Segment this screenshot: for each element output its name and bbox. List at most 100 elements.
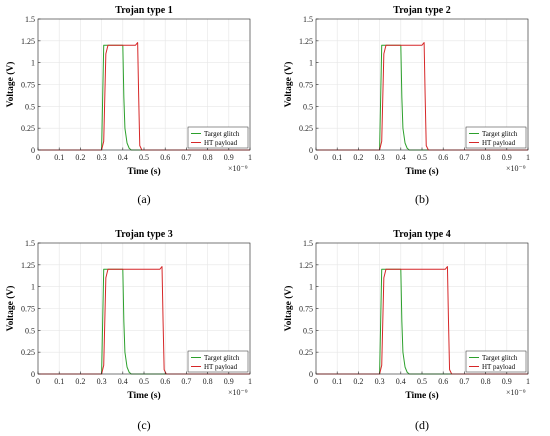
x-tick-label: 0.6 [438, 153, 448, 162]
panel-caption: (d) [415, 418, 429, 432]
y-tick-label: 1 [309, 59, 313, 68]
y-tick-label: 1 [31, 59, 35, 68]
legend-entry: Target glitch [482, 130, 518, 138]
x-tick-label: 0.2 [75, 377, 85, 386]
legend-entry: Target glitch [204, 354, 240, 362]
x-tick-label: 1 [526, 153, 530, 162]
x-tick-label: 0.6 [438, 377, 448, 386]
x-tick-label: 0.7 [181, 377, 191, 386]
x-tick-label: 0.4 [396, 153, 406, 162]
x-tick-label: 0.6 [160, 153, 170, 162]
y-axis-label: Voltage (V) [5, 62, 16, 108]
x-axis-label: Time (s) [127, 390, 160, 401]
series-line-ht-payload [38, 266, 250, 375]
x-tick-label: 0.1 [54, 153, 64, 162]
x-tick-label: 0.8 [481, 377, 491, 386]
x-tick-label: 0.4 [118, 377, 128, 386]
x-tick-label: 0.9 [502, 153, 512, 162]
x-tick-label: 0.6 [160, 377, 170, 386]
x-tick-label: 0.1 [332, 153, 342, 162]
y-tick-label: 1.25 [21, 37, 35, 46]
x-tick-label: 0.3 [97, 153, 107, 162]
x-tick-label: 0.9 [224, 153, 234, 162]
y-tick-label: 1 [31, 283, 35, 292]
chart-title: Trojan type 1 [115, 5, 172, 16]
x-tick-label: 1 [248, 377, 252, 386]
series-line-ht-payload [316, 266, 528, 375]
series-line-target-glitch [38, 268, 250, 375]
x-exponent-label: ×10⁻⁹ [228, 388, 248, 397]
panel-1: 0 0.1 0.2 0.3 0.4 0.5 0.6 0.7 0.8 0.9 1 0 0.25 0.5 0.7… [5, 5, 252, 206]
panel-caption: (a) [137, 192, 150, 206]
x-tick-label: 0.5 [139, 153, 149, 162]
x-tick-label: 0.3 [375, 377, 385, 386]
panel-2: 0 0.1 0.2 0.3 0.4 0.5 0.6 0.7 0.8 0.9 1 0 0.25 0.5 0.7… [283, 5, 530, 206]
panel-4: 0 0.1 0.2 0.3 0.4 0.5 0.6 0.7 0.8 0.9 1 0 0.25 0.5 0.7… [283, 229, 530, 432]
series-line-target-glitch [38, 44, 250, 151]
panel-caption: (b) [415, 192, 429, 206]
x-tick-label: 0.2 [75, 153, 85, 162]
x-tick-label: 0.3 [375, 153, 385, 162]
x-tick-label: 0.8 [203, 377, 213, 386]
y-tick-label: 0.25 [21, 348, 35, 357]
x-axis-label: Time (s) [127, 166, 160, 177]
y-tick-label: 0.25 [21, 124, 35, 133]
x-tick-label: 0.1 [332, 377, 342, 386]
y-axis-label: Voltage (V) [283, 286, 294, 332]
series-line-target-glitch [316, 44, 528, 151]
y-tick-label: 0.75 [21, 81, 35, 90]
y-tick-label: 1 [309, 283, 313, 292]
y-tick-label: 1.5 [25, 15, 35, 24]
x-exponent-label: ×10⁻⁹ [228, 164, 248, 173]
y-tick-label: 0.25 [299, 124, 313, 133]
chart-title: Trojan type 4 [393, 229, 450, 240]
y-tick-label: 1.25 [299, 261, 313, 270]
chart-title: Trojan type 2 [393, 5, 450, 16]
y-tick-label: 1.5 [25, 239, 35, 248]
x-tick-label: 0.2 [353, 377, 363, 386]
x-tick-label: 1 [526, 377, 530, 386]
legend-entry: HT payload [204, 139, 238, 147]
x-tick-label: 0 [314, 377, 318, 386]
y-tick-label: 0.75 [21, 305, 35, 314]
y-axis-label: Voltage (V) [5, 286, 16, 332]
y-tick-label: 0.5 [303, 326, 313, 335]
x-tick-label: 0.5 [139, 377, 149, 386]
x-tick-label: 0.9 [224, 377, 234, 386]
panel-3: 0 0.1 0.2 0.3 0.4 0.5 0.6 0.7 0.8 0.9 1 0 0.25 0.5 0.7… [5, 229, 252, 432]
x-tick-label: 0.8 [481, 153, 491, 162]
legend-entry: HT payload [482, 139, 516, 147]
y-tick-label: 0 [309, 146, 313, 155]
y-tick-label: 1.25 [299, 37, 313, 46]
x-tick-label: 0.4 [118, 153, 128, 162]
series-line-ht-payload [316, 42, 528, 151]
y-tick-label: 1.25 [21, 261, 35, 270]
series-line-target-glitch [316, 268, 528, 375]
x-tick-label: 0.7 [181, 153, 191, 162]
y-tick-label: 0.75 [299, 81, 313, 90]
x-axis-label: Time (s) [405, 166, 438, 177]
x-tick-label: 0.4 [396, 377, 406, 386]
series-line-ht-payload [38, 42, 250, 151]
legend-entry: HT payload [482, 363, 516, 371]
y-axis-label: Voltage (V) [283, 62, 294, 108]
y-tick-label: 1.5 [303, 239, 313, 248]
legend-box [187, 126, 249, 149]
x-tick-label: 1 [248, 153, 252, 162]
x-tick-label: 0 [314, 153, 318, 162]
y-tick-label: 1.5 [303, 15, 313, 24]
chart-title: Trojan type 3 [115, 229, 172, 240]
legend-box [465, 350, 527, 373]
x-tick-label: 0 [36, 153, 40, 162]
legend-entry: HT payload [204, 363, 238, 371]
legend-box [187, 350, 249, 373]
y-tick-label: 0.75 [299, 305, 313, 314]
y-tick-label: 0 [31, 146, 35, 155]
x-tick-label: 0.1 [54, 377, 64, 386]
y-tick-label: 0 [309, 370, 313, 379]
